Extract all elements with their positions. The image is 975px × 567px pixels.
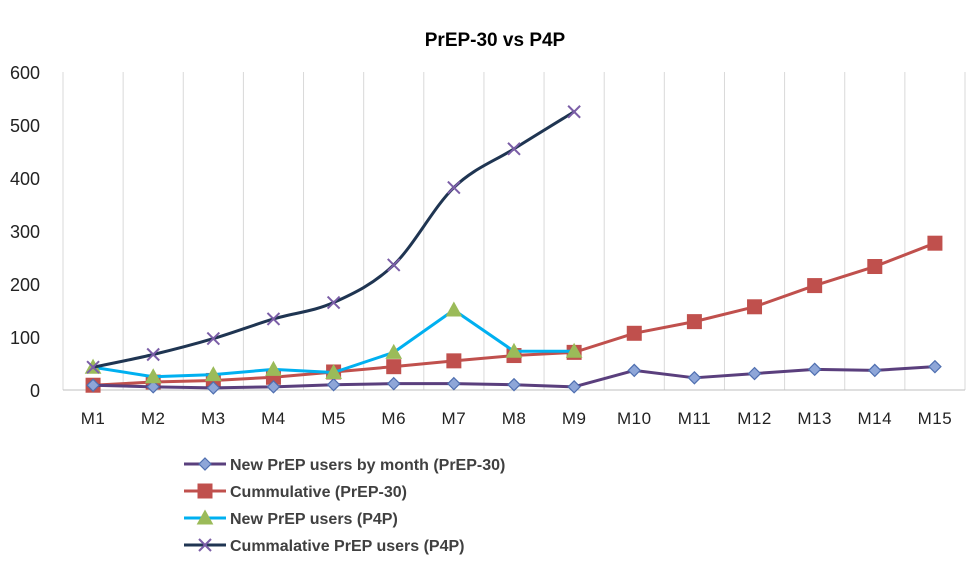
data-point [565,342,583,358]
data-point [86,360,100,374]
y-tick-label: 300 [10,222,40,242]
data-point [386,376,401,391]
data-point [326,377,341,392]
x-tick-label: M12 [737,409,772,428]
data-point [204,366,222,382]
data-point [387,258,401,272]
x-tick-label: M5 [321,409,346,428]
data-point [807,362,822,377]
data-point [266,312,281,326]
chart-title: PrEP-30 vs P4P [425,30,566,51]
legend-marker [198,457,212,471]
data-point [567,379,581,394]
data-point [928,359,942,374]
data-point [867,363,882,378]
x-tick-label: M1 [81,409,106,428]
y-tick-label: 500 [10,116,40,136]
data-point [505,342,523,358]
data-point [86,378,100,393]
x-tick-label: M2 [141,409,166,428]
data-point [747,299,763,315]
legend-marker [196,509,214,525]
x-tick-label: M14 [858,409,893,428]
data-point [927,235,943,251]
data-point [446,353,462,369]
y-tick-label: 400 [10,169,40,189]
legend-item: New PrEP users (P4P) [184,509,398,528]
legend-label: Cummalative PrEP users (P4P) [230,538,464,555]
data-point [206,381,221,395]
legend: New PrEP users by month (PrEP-30) Cummula… [184,457,505,555]
data-point [567,105,581,119]
y-tick-label: 600 [10,63,40,83]
x-tick-label: M4 [261,409,286,428]
data-point [385,343,403,359]
data-point [867,259,883,275]
data-point [807,278,823,294]
legend-label: New PrEP users (P4P) [230,511,398,528]
x-tick-label: M6 [381,409,406,428]
data-point [266,379,281,394]
x-tick-label: M13 [797,409,832,428]
data-point [326,295,341,310]
series-group [84,105,943,395]
data-point [626,325,642,341]
x-tick-label: M8 [502,409,527,428]
data-point [686,314,702,330]
x-tick-label: M3 [201,409,226,428]
data-point [747,366,762,381]
series-line [91,241,937,387]
x-tick-label: M15 [918,409,953,428]
series-1 [86,359,942,395]
data-point [206,331,221,346]
data-point [144,368,162,384]
series-3 [84,301,583,384]
y-tick-label: 0 [30,381,40,401]
data-point [627,363,642,378]
data-point [507,142,521,156]
y-tick-label: 100 [10,328,40,348]
data-point [447,180,461,195]
y-tick-label: 200 [10,275,40,295]
legend-item: Cummulative (PrEP-30) [184,483,407,501]
series-4 [86,105,581,374]
data-point [325,363,342,380]
x-tick-label: M10 [617,409,652,428]
data-point [507,377,521,392]
x-tick-label: M7 [442,409,467,428]
data-point [146,379,161,394]
grid [62,72,966,390]
legend-label: New PrEP users by month (PrEP-30) [230,457,505,474]
legend-item: New PrEP users by month (PrEP-30) [184,457,505,474]
legend-item: Cummalative PrEP users (P4P) [184,538,464,555]
legend-label: Cummulative (PrEP-30) [230,484,407,501]
x-tick-label: M9 [562,409,587,428]
data-point [386,359,402,375]
legend-marker [197,483,213,499]
legend-marker [198,538,212,552]
series-line [91,110,576,369]
data-point [445,301,463,317]
data-point [146,347,160,362]
x-tick-label: M11 [678,409,711,428]
data-point [265,360,282,376]
data-point [687,370,702,385]
data-point [447,376,461,391]
